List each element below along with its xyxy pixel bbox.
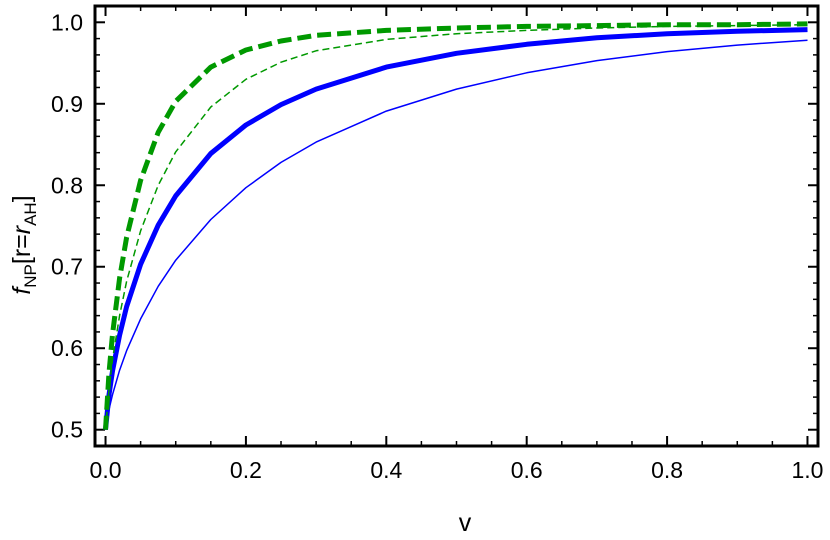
y-label-f: f (8, 285, 36, 295)
y-axis-label: fNP[r=rAH] (8, 195, 40, 294)
series-line-1 (104, 39, 808, 430)
x-axis-label: v (459, 509, 472, 537)
series-line-4 (103, 21, 808, 430)
series-line-3 (104, 23, 808, 430)
y-tick-label: 0.5 (51, 417, 83, 443)
x-tick-label: 0.0 (90, 457, 122, 483)
x-tick-label: 1.0 (791, 457, 823, 483)
y-tick-label: 1.0 (51, 9, 83, 35)
x-tick-label: 0.8 (651, 457, 683, 483)
y-label-f-sub: NP (21, 264, 40, 288)
y-tick-label: 0.6 (51, 335, 83, 361)
y-tick-label: 0.8 (51, 172, 83, 198)
tick-labels: 0.0 0.2 0.4 0.6 0.8 1.0 0.5 0.6 0.7 0.8 0.9 1.0 (51, 9, 823, 483)
x-tick-label: 0.6 (511, 457, 543, 483)
x-tick-label: 0.4 (370, 457, 402, 483)
y-tick-label: 0.9 (51, 91, 83, 117)
y-tick-label: 0.7 (51, 254, 83, 280)
x-tick-label: 0.2 (230, 457, 262, 483)
series-layer (103, 21, 808, 430)
y-label-r-sub: AH (21, 202, 40, 226)
y-label-close: ] (8, 195, 36, 202)
y-label-r: r (8, 224, 36, 234)
plot-frame (93, 4, 820, 448)
y-label-open: [r= (8, 234, 36, 264)
series-line-2 (103, 27, 808, 430)
axis-ticks (95, 6, 818, 446)
